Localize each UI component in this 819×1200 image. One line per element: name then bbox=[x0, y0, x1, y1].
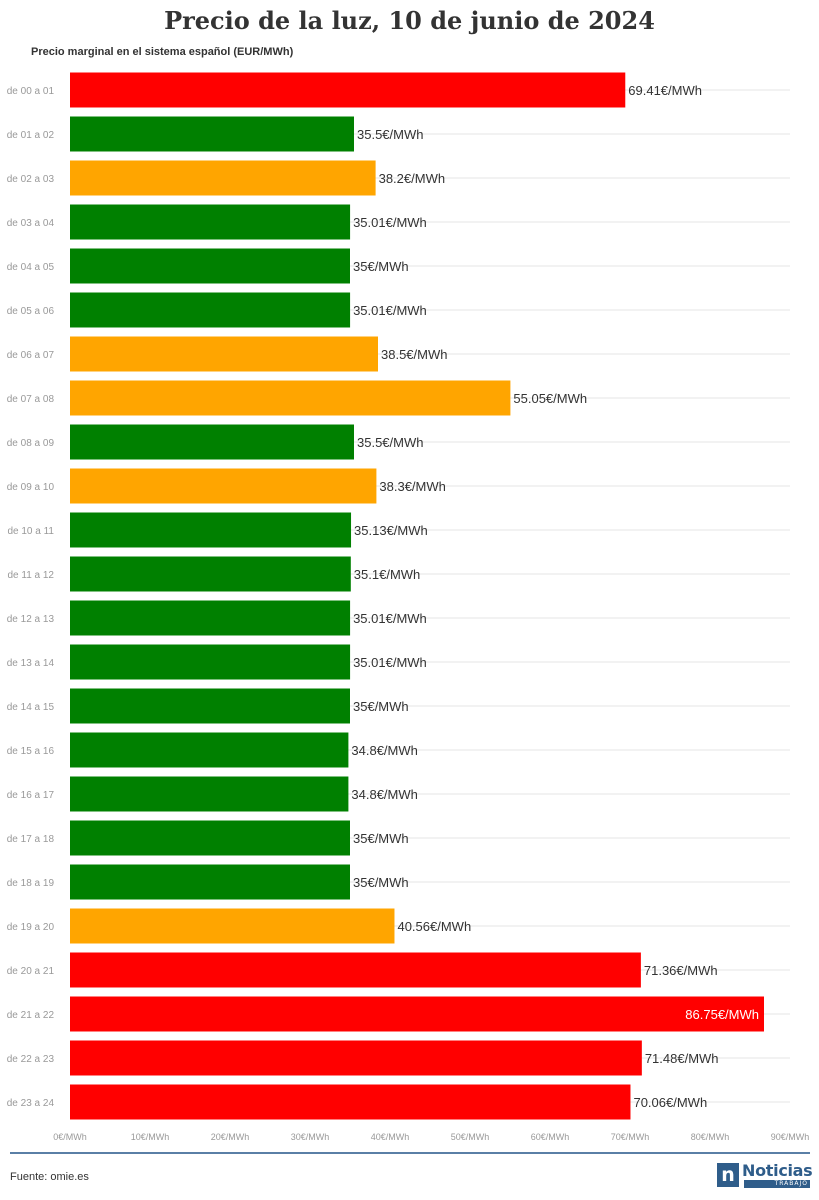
category-label: de 04 a 05 bbox=[7, 262, 55, 273]
x-tick-label: 70€/MWh bbox=[611, 1132, 650, 1142]
bar bbox=[70, 996, 764, 1032]
bar bbox=[70, 1040, 642, 1076]
value-label: 71.48€/MWh bbox=[645, 1051, 719, 1066]
bar bbox=[70, 644, 351, 680]
bar bbox=[70, 820, 350, 856]
category-label: de 11 a 12 bbox=[7, 570, 54, 581]
category-label: de 23 a 24 bbox=[7, 1098, 55, 1109]
value-label: 35.5€/MWh bbox=[357, 435, 423, 450]
chart-subtitle: Precio marginal en el sistema español (E… bbox=[31, 46, 294, 58]
bar bbox=[70, 248, 350, 284]
value-labels: 69.41€/MWh 35.5€/MWh 38.2€/MWh 35.01€/MWh 35… bbox=[351, 83, 759, 1110]
logo-subtitle: TRABAJO bbox=[744, 1180, 810, 1188]
category-label: de 03 a 04 bbox=[7, 218, 55, 229]
x-tick-label: 30€/MWh bbox=[291, 1132, 330, 1142]
category-label: de 14 a 15 bbox=[7, 702, 55, 713]
category-label: de 20 a 21 bbox=[7, 966, 55, 977]
category-label: de 07 a 08 bbox=[7, 394, 55, 405]
bar-chart: de 00 a 01 de 01 a 02 de 02 a 03 de 03 a 04… bbox=[7, 72, 809, 1142]
bar bbox=[70, 688, 350, 724]
category-label: de 18 a 19 bbox=[7, 878, 55, 889]
value-label: 55.05€/MWh bbox=[513, 391, 587, 406]
value-label: 34.8€/MWh bbox=[351, 743, 417, 758]
category-label: de 01 a 02 bbox=[7, 130, 55, 141]
x-tick-label: 80€/MWh bbox=[691, 1132, 730, 1142]
category-label: de 12 a 13 bbox=[7, 614, 55, 625]
bar bbox=[70, 380, 511, 416]
category-label: de 05 a 06 bbox=[7, 306, 55, 317]
bar bbox=[70, 864, 350, 900]
category-label: de 17 a 18 bbox=[7, 834, 55, 845]
bar bbox=[70, 952, 641, 988]
value-label: 34.8€/MWh bbox=[351, 787, 417, 802]
bar bbox=[70, 72, 626, 108]
value-label: 86.75€/MWh bbox=[685, 1007, 759, 1022]
chart-title: Precio de la luz, 10 de junio de 2024 bbox=[164, 6, 655, 35]
bars bbox=[70, 72, 764, 1120]
publisher-logo: n Noticias TRABAJO bbox=[717, 1161, 813, 1189]
category-label: de 21 a 22 bbox=[7, 1010, 55, 1021]
bar bbox=[70, 116, 354, 152]
bar bbox=[70, 204, 351, 240]
x-tick-label: 60€/MWh bbox=[531, 1132, 570, 1142]
logo-mark-icon: n bbox=[717, 1163, 739, 1187]
value-label: 38.5€/MWh bbox=[381, 347, 447, 362]
value-label: 35.01€/MWh bbox=[353, 655, 427, 670]
value-label: 35.01€/MWh bbox=[353, 303, 427, 318]
value-label: 35€/MWh bbox=[353, 875, 409, 890]
value-label: 35€/MWh bbox=[353, 831, 409, 846]
value-label: 35.01€/MWh bbox=[353, 215, 427, 230]
category-label: de 00 a 01 bbox=[7, 86, 55, 97]
category-label: de 13 a 14 bbox=[7, 658, 55, 669]
value-label: 35.1€/MWh bbox=[354, 567, 420, 582]
bar bbox=[70, 424, 354, 460]
category-label: de 10 a 11 bbox=[7, 526, 54, 537]
bar bbox=[70, 512, 352, 548]
category-label: de 19 a 20 bbox=[7, 922, 55, 933]
x-axis-ticks: 0€/MWh 10€/MWh 20€/MWh 30€/MWh 40€/MWh 50€/MW… bbox=[53, 1132, 809, 1142]
value-label: 35€/MWh bbox=[353, 699, 409, 714]
bar bbox=[70, 160, 376, 196]
value-label: 35€/MWh bbox=[353, 259, 409, 274]
x-tick-label: 50€/MWh bbox=[451, 1132, 490, 1142]
value-label: 69.41€/MWh bbox=[628, 83, 702, 98]
bar bbox=[70, 908, 395, 944]
bar bbox=[70, 556, 351, 592]
bar bbox=[70, 600, 351, 636]
category-label: de 09 a 10 bbox=[7, 482, 55, 493]
x-tick-label: 90€/MWh bbox=[771, 1132, 810, 1142]
x-tick-label: 40€/MWh bbox=[371, 1132, 410, 1142]
category-labels: de 00 a 01 de 01 a 02 de 02 a 03 de 03 a 04… bbox=[7, 86, 55, 1109]
category-label: de 16 a 17 bbox=[7, 790, 55, 801]
bar bbox=[70, 336, 378, 372]
grid-lines bbox=[70, 89, 790, 1103]
category-label: de 06 a 07 bbox=[7, 350, 55, 361]
x-tick-label: 20€/MWh bbox=[211, 1132, 250, 1142]
bar bbox=[70, 776, 349, 812]
category-label: de 02 a 03 bbox=[7, 174, 55, 185]
category-label: de 22 a 23 bbox=[7, 1054, 55, 1065]
value-label: 38.2€/MWh bbox=[379, 171, 445, 186]
value-label: 35.5€/MWh bbox=[357, 127, 423, 142]
bar bbox=[70, 732, 349, 768]
bar bbox=[70, 1084, 631, 1120]
value-label: 70.06€/MWh bbox=[633, 1095, 707, 1110]
x-tick-label: 0€/MWh bbox=[53, 1132, 87, 1142]
footer-divider bbox=[10, 1152, 810, 1154]
category-label: de 08 a 09 bbox=[7, 438, 55, 449]
value-label: 35.13€/MWh bbox=[354, 523, 428, 538]
value-label: 35.01€/MWh bbox=[353, 611, 427, 626]
bar bbox=[70, 468, 377, 504]
x-tick-label: 10€/MWh bbox=[131, 1132, 170, 1142]
value-label: 40.56€/MWh bbox=[397, 919, 471, 934]
bar bbox=[70, 292, 351, 328]
value-label: 71.36€/MWh bbox=[644, 963, 718, 978]
source-note: Fuente: omie.es bbox=[10, 1171, 89, 1183]
category-label: de 15 a 16 bbox=[7, 746, 55, 757]
value-label: 38.3€/MWh bbox=[379, 479, 445, 494]
logo-wordmark: Noticias bbox=[742, 1161, 813, 1180]
